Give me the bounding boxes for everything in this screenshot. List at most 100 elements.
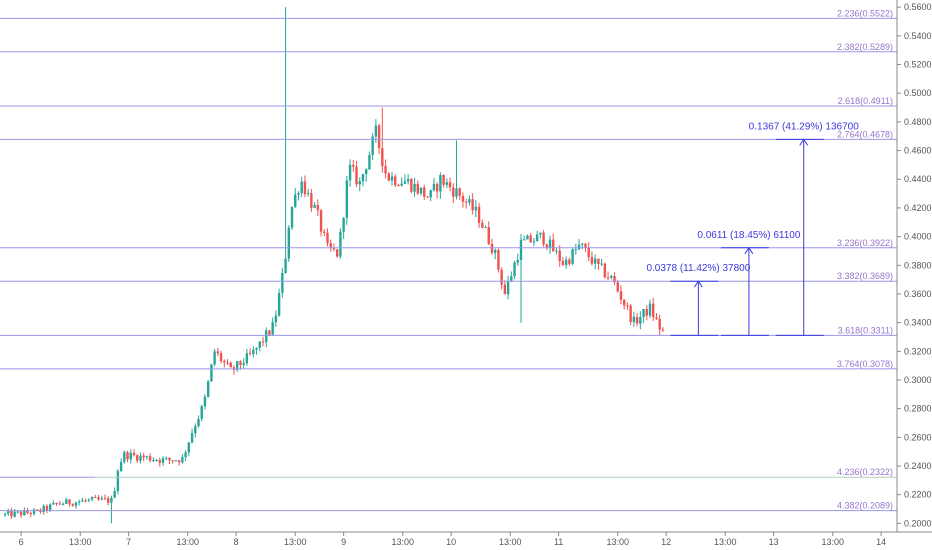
x-tick-label: 10	[446, 537, 456, 547]
candle-body	[368, 154, 371, 170]
candle-body	[581, 243, 584, 245]
candle-body	[639, 317, 642, 324]
candle-body	[97, 497, 100, 500]
candle-body	[174, 460, 178, 462]
x-tick-label: 13:00	[391, 537, 414, 547]
candle-body	[3, 513, 7, 515]
candle-body	[365, 169, 368, 175]
candle-body	[455, 188, 458, 197]
candle-body	[313, 205, 316, 208]
candle-body	[481, 222, 484, 228]
candle-body	[123, 452, 126, 462]
y-tick-label: 0.5200	[904, 60, 932, 70]
fib-level-label: 4.382(0.2089)	[837, 501, 893, 511]
y-tick-label: 0.4000	[904, 232, 932, 242]
candle-body	[610, 276, 613, 278]
candle-body	[7, 510, 10, 514]
candle-body	[384, 166, 387, 174]
candle-body	[277, 292, 281, 316]
candle-body	[281, 273, 284, 293]
y-tick-label: 0.4400	[904, 174, 932, 184]
candle-body	[152, 460, 155, 462]
x-tick-label: 13:00	[606, 537, 629, 547]
y-tick-label: 0.5600	[904, 2, 932, 12]
candle-body	[652, 303, 655, 318]
candle-body	[494, 249, 497, 253]
candle-body	[371, 136, 374, 155]
candle-body	[452, 187, 455, 197]
candle-body	[139, 455, 142, 461]
candle-body	[13, 511, 16, 517]
candle-body	[394, 176, 397, 186]
candle-body	[416, 183, 419, 194]
candle-body	[413, 183, 416, 192]
y-tick-label: 0.2200	[904, 490, 932, 500]
candle-body	[616, 282, 619, 292]
candle-body	[542, 232, 545, 245]
candle-body	[229, 362, 232, 368]
candle-body	[116, 471, 120, 492]
x-tick-label: 8	[234, 537, 239, 547]
candle-body	[48, 504, 52, 511]
candle-body	[129, 452, 132, 460]
candle-body	[239, 361, 242, 365]
candle-body	[355, 166, 358, 185]
candle-body	[658, 318, 661, 330]
measure-label: 0.0378 (11.42%) 37800	[646, 263, 750, 274]
fib-level-label: 2.618(0.4911)	[838, 96, 893, 106]
candle-body	[142, 455, 145, 458]
candle-body	[261, 341, 265, 343]
candle-body	[613, 276, 616, 283]
candle-body	[42, 505, 45, 512]
candle-body	[552, 239, 555, 252]
fib-labels-layer: 2.236(0.5522) 2.382(0.5289) 2.618(0.4911) 2…	[837, 8, 893, 510]
measure-arrowhead	[744, 246, 754, 255]
candle-body	[429, 190, 432, 198]
x-tick-label: 13:00	[821, 537, 844, 547]
candle-body	[252, 349, 255, 355]
candle-body	[210, 364, 213, 382]
candle-body	[110, 497, 113, 503]
candle-body	[387, 173, 390, 181]
candle-body	[271, 322, 274, 335]
candle-body	[539, 232, 542, 235]
x-tick-label: 13:00	[176, 537, 199, 547]
fib-level-label: 2.236(0.5522)	[837, 8, 893, 18]
x-tick-label: 13:00	[714, 537, 737, 547]
candle-body	[155, 460, 158, 462]
y-tick-label: 0.4600	[904, 146, 932, 156]
candle-body	[184, 452, 187, 458]
y-tick-label: 0.4200	[904, 203, 932, 213]
candle-body	[65, 499, 68, 504]
candle-body	[323, 231, 326, 233]
candle-body	[464, 201, 468, 203]
candle-body	[448, 182, 452, 188]
candle-body	[584, 243, 587, 249]
candle-body	[55, 502, 58, 504]
candle-body	[52, 502, 55, 505]
candle-body	[403, 181, 407, 184]
candle-body	[119, 461, 123, 472]
candle-body	[623, 299, 626, 306]
y-tick-label: 0.5400	[904, 31, 932, 41]
candle-body	[655, 317, 658, 319]
candle-body	[306, 193, 310, 195]
y-tick-label: 0.3200	[904, 346, 932, 356]
candle-body	[77, 501, 81, 503]
candle-body	[287, 227, 290, 259]
y-tick-label: 0.2000	[904, 518, 932, 528]
candle-body	[532, 241, 536, 243]
candle-body	[255, 347, 258, 350]
y-tick-label: 0.3600	[904, 289, 932, 299]
candle-body	[16, 511, 20, 513]
candle-body	[248, 353, 252, 355]
x-tick-label: 13	[769, 537, 779, 547]
candle-body	[435, 183, 439, 192]
fib-lines-layer	[0, 17, 897, 512]
x-tick-label: 12	[661, 537, 671, 547]
candle-body	[103, 498, 107, 500]
candle-body	[545, 244, 548, 248]
candle-body	[310, 193, 313, 208]
candle-body	[329, 243, 332, 249]
